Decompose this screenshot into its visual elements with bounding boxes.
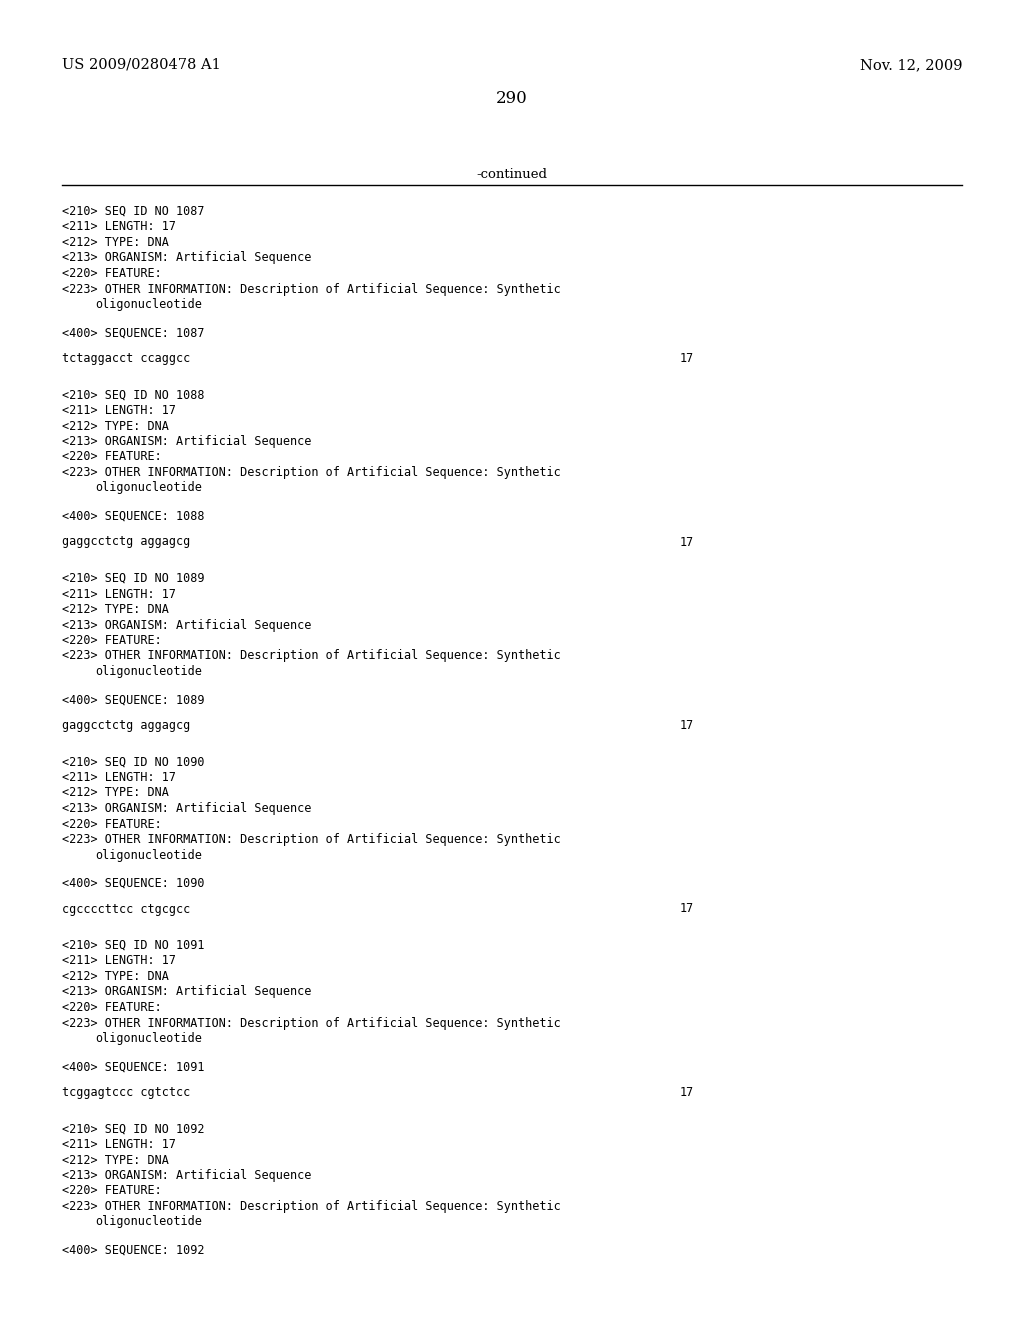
Text: <212> TYPE: DNA: <212> TYPE: DNA <box>62 236 169 249</box>
Text: <213> ORGANISM: Artificial Sequence: <213> ORGANISM: Artificial Sequence <box>62 252 311 264</box>
Text: gaggcctctg aggagcg: gaggcctctg aggagcg <box>62 719 190 733</box>
Text: <220> FEATURE:: <220> FEATURE: <box>62 1184 162 1197</box>
Text: <220> FEATURE:: <220> FEATURE: <box>62 1001 162 1014</box>
Text: 17: 17 <box>680 719 694 733</box>
Text: oligonucleotide: oligonucleotide <box>95 1216 202 1229</box>
Text: oligonucleotide: oligonucleotide <box>95 665 202 678</box>
Text: <213> ORGANISM: Artificial Sequence: <213> ORGANISM: Artificial Sequence <box>62 803 311 814</box>
Text: <223> OTHER INFORMATION: Description of Artificial Sequence: Synthetic: <223> OTHER INFORMATION: Description of … <box>62 1200 561 1213</box>
Text: <400> SEQUENCE: 1091: <400> SEQUENCE: 1091 <box>62 1060 205 1073</box>
Text: <210> SEQ ID NO 1090: <210> SEQ ID NO 1090 <box>62 755 205 768</box>
Text: 17: 17 <box>680 352 694 366</box>
Text: <210> SEQ ID NO 1092: <210> SEQ ID NO 1092 <box>62 1122 205 1135</box>
Text: <211> LENGTH: 17: <211> LENGTH: 17 <box>62 771 176 784</box>
Text: <210> SEQ ID NO 1091: <210> SEQ ID NO 1091 <box>62 939 205 952</box>
Text: <223> OTHER INFORMATION: Description of Artificial Sequence: Synthetic: <223> OTHER INFORMATION: Description of … <box>62 466 561 479</box>
Text: <400> SEQUENCE: 1092: <400> SEQUENCE: 1092 <box>62 1243 205 1257</box>
Text: oligonucleotide: oligonucleotide <box>95 482 202 495</box>
Text: <211> LENGTH: 17: <211> LENGTH: 17 <box>62 220 176 234</box>
Text: <210> SEQ ID NO 1089: <210> SEQ ID NO 1089 <box>62 572 205 585</box>
Text: <223> OTHER INFORMATION: Description of Artificial Sequence: Synthetic: <223> OTHER INFORMATION: Description of … <box>62 649 561 663</box>
Text: <220> FEATURE:: <220> FEATURE: <box>62 267 162 280</box>
Text: Nov. 12, 2009: Nov. 12, 2009 <box>859 58 962 73</box>
Text: -continued: -continued <box>476 168 548 181</box>
Text: <213> ORGANISM: Artificial Sequence: <213> ORGANISM: Artificial Sequence <box>62 1170 311 1181</box>
Text: <400> SEQUENCE: 1088: <400> SEQUENCE: 1088 <box>62 510 205 523</box>
Text: <223> OTHER INFORMATION: Description of Artificial Sequence: Synthetic: <223> OTHER INFORMATION: Description of … <box>62 833 561 846</box>
Text: gaggcctctg aggagcg: gaggcctctg aggagcg <box>62 536 190 549</box>
Text: <223> OTHER INFORMATION: Description of Artificial Sequence: Synthetic: <223> OTHER INFORMATION: Description of … <box>62 282 561 296</box>
Text: oligonucleotide: oligonucleotide <box>95 849 202 862</box>
Text: <400> SEQUENCE: 1087: <400> SEQUENCE: 1087 <box>62 326 205 339</box>
Text: cgccccttcc ctgcgcc: cgccccttcc ctgcgcc <box>62 903 190 916</box>
Text: <211> LENGTH: 17: <211> LENGTH: 17 <box>62 1138 176 1151</box>
Text: <400> SEQUENCE: 1090: <400> SEQUENCE: 1090 <box>62 876 205 890</box>
Text: 17: 17 <box>680 1086 694 1100</box>
Text: <212> TYPE: DNA: <212> TYPE: DNA <box>62 1154 169 1167</box>
Text: <211> LENGTH: 17: <211> LENGTH: 17 <box>62 404 176 417</box>
Text: <220> FEATURE:: <220> FEATURE: <box>62 450 162 463</box>
Text: <220> FEATURE:: <220> FEATURE: <box>62 817 162 830</box>
Text: tcggagtccc cgtctcc: tcggagtccc cgtctcc <box>62 1086 190 1100</box>
Text: US 2009/0280478 A1: US 2009/0280478 A1 <box>62 58 221 73</box>
Text: <210> SEQ ID NO 1088: <210> SEQ ID NO 1088 <box>62 388 205 401</box>
Text: <220> FEATURE:: <220> FEATURE: <box>62 634 162 647</box>
Text: <213> ORGANISM: Artificial Sequence: <213> ORGANISM: Artificial Sequence <box>62 436 311 447</box>
Text: <213> ORGANISM: Artificial Sequence: <213> ORGANISM: Artificial Sequence <box>62 619 311 631</box>
Text: <212> TYPE: DNA: <212> TYPE: DNA <box>62 420 169 433</box>
Text: <223> OTHER INFORMATION: Description of Artificial Sequence: Synthetic: <223> OTHER INFORMATION: Description of … <box>62 1016 561 1030</box>
Text: <212> TYPE: DNA: <212> TYPE: DNA <box>62 787 169 800</box>
Text: 290: 290 <box>496 90 528 107</box>
Text: oligonucleotide: oligonucleotide <box>95 1032 202 1045</box>
Text: tctaggacct ccaggcc: tctaggacct ccaggcc <box>62 352 190 366</box>
Text: <400> SEQUENCE: 1089: <400> SEQUENCE: 1089 <box>62 693 205 706</box>
Text: <213> ORGANISM: Artificial Sequence: <213> ORGANISM: Artificial Sequence <box>62 986 311 998</box>
Text: <211> LENGTH: 17: <211> LENGTH: 17 <box>62 587 176 601</box>
Text: 17: 17 <box>680 903 694 916</box>
Text: 17: 17 <box>680 536 694 549</box>
Text: <211> LENGTH: 17: <211> LENGTH: 17 <box>62 954 176 968</box>
Text: <212> TYPE: DNA: <212> TYPE: DNA <box>62 603 169 616</box>
Text: <212> TYPE: DNA: <212> TYPE: DNA <box>62 970 169 983</box>
Text: <210> SEQ ID NO 1087: <210> SEQ ID NO 1087 <box>62 205 205 218</box>
Text: oligonucleotide: oligonucleotide <box>95 298 202 312</box>
